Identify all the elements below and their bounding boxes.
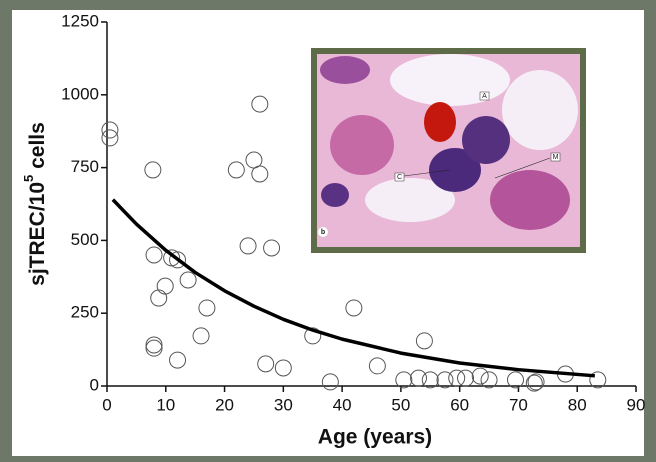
point — [150, 289, 168, 307]
fat-tissue — [390, 54, 510, 106]
x-tick-label: 30 — [274, 395, 293, 414]
point — [169, 251, 187, 269]
label-box — [394, 172, 405, 182]
y-tick-label: 1250 — [61, 11, 99, 30]
x-tick-label: 80 — [568, 395, 587, 414]
pointer — [403, 169, 451, 177]
point — [589, 371, 607, 389]
inset-label: C — [397, 174, 402, 181]
point — [415, 332, 433, 350]
x-tick-label: 40 — [333, 395, 352, 414]
cell-cluster — [462, 116, 510, 164]
blood-vessel — [424, 102, 456, 142]
point — [101, 129, 119, 147]
cell-cluster — [320, 56, 370, 84]
y-tick-label: 500 — [71, 230, 99, 249]
point — [527, 373, 545, 391]
point — [507, 371, 525, 389]
pointer — [494, 157, 551, 179]
point — [251, 165, 269, 183]
point — [395, 371, 413, 389]
fat-tissue — [365, 178, 455, 222]
point — [144, 161, 162, 179]
label-box — [479, 91, 490, 101]
fit-curve — [111, 198, 595, 378]
point — [179, 271, 197, 289]
y-title-sup: 5 — [21, 175, 36, 182]
y-tick-label: 250 — [71, 303, 99, 322]
x-tick-label: 20 — [215, 395, 234, 414]
point — [421, 371, 439, 389]
point — [145, 339, 163, 357]
point — [368, 357, 386, 375]
y-tick-label: 1000 — [61, 84, 99, 103]
inset-photo: A M C b — [311, 48, 586, 253]
x-tick-label: 10 — [156, 395, 175, 414]
cell-cluster — [330, 115, 394, 175]
point — [169, 351, 187, 369]
x-axis-title: Age (years) — [318, 426, 432, 449]
inset-label: b — [321, 229, 325, 236]
y-axis-title: sjTREC/105 cells — [21, 122, 48, 286]
x-tick-label: 0 — [102, 395, 111, 414]
y-title-main: sjTREC/10 — [26, 182, 49, 286]
point — [457, 369, 475, 387]
cell-cluster — [429, 148, 481, 192]
point — [304, 327, 322, 345]
x-tick-label: 50 — [391, 395, 410, 414]
cell-cluster — [490, 170, 570, 230]
point — [251, 95, 269, 113]
point — [239, 237, 257, 255]
point — [471, 367, 489, 385]
cell-cluster — [321, 183, 349, 207]
fat-tissue — [502, 70, 578, 150]
point — [321, 373, 339, 391]
point — [227, 161, 245, 179]
y-tick-label: 0 — [90, 375, 99, 394]
point — [274, 359, 292, 377]
label-dot — [318, 227, 328, 237]
x-tick-label: 60 — [450, 395, 469, 414]
point — [145, 336, 163, 354]
point — [436, 371, 454, 389]
point — [480, 371, 498, 389]
x-tick-label: 70 — [509, 395, 528, 414]
point — [345, 299, 363, 317]
y-tick-label: 750 — [71, 157, 99, 176]
inset-label: M — [553, 154, 559, 161]
point — [257, 355, 275, 373]
point — [263, 239, 281, 257]
point — [192, 327, 210, 345]
point — [525, 374, 543, 392]
point — [198, 299, 216, 317]
y-title-rest: cells — [26, 122, 49, 175]
label-box — [550, 152, 561, 162]
inset-label: A — [482, 93, 487, 100]
point — [410, 369, 428, 387]
point — [101, 121, 119, 139]
point — [448, 369, 466, 387]
point — [145, 246, 163, 264]
x-tick-label: 90 — [627, 395, 646, 414]
